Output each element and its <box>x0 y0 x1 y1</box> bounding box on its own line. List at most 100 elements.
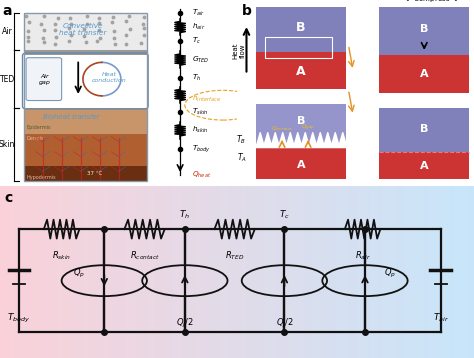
Bar <box>24 186 26 358</box>
Text: B: B <box>420 124 428 134</box>
Text: A: A <box>296 65 306 78</box>
Bar <box>17 186 19 358</box>
Bar <box>322 186 325 358</box>
Text: Air: Air <box>2 27 12 36</box>
Bar <box>2 186 5 358</box>
Bar <box>256 53 346 90</box>
Bar <box>102 186 104 358</box>
Bar <box>448 186 450 358</box>
Bar <box>211 186 213 358</box>
Text: B: B <box>420 24 428 34</box>
Bar <box>273 186 275 358</box>
Text: B: B <box>297 116 305 126</box>
Bar <box>337 186 339 358</box>
Text: Epidermis: Epidermis <box>26 125 51 130</box>
Bar <box>123 186 126 358</box>
Bar <box>90 186 92 358</box>
Bar <box>114 186 116 358</box>
Bar <box>462 186 465 358</box>
Bar <box>308 186 310 358</box>
Bar <box>391 186 393 358</box>
Bar <box>258 186 261 358</box>
Bar <box>284 186 287 358</box>
Bar <box>296 186 299 358</box>
Bar <box>83 186 85 358</box>
Text: $Q_p$: $Q_p$ <box>73 267 85 280</box>
Bar <box>55 186 57 358</box>
Bar <box>209 186 211 358</box>
Text: $R_{air}$: $R_{air}$ <box>355 250 371 262</box>
Bar <box>145 186 147 358</box>
Text: $h_{interface}$: $h_{interface}$ <box>192 93 221 104</box>
Bar <box>33 186 36 358</box>
Bar <box>389 186 391 358</box>
Bar <box>166 186 168 358</box>
Bar <box>218 186 220 358</box>
Bar <box>417 186 419 358</box>
Text: Air
gap: Air gap <box>39 74 51 84</box>
Bar <box>263 186 265 358</box>
Bar <box>59 186 62 358</box>
Bar <box>424 186 427 358</box>
Text: 37 °C: 37 °C <box>87 171 102 176</box>
Text: $Q_j/2$: $Q_j/2$ <box>176 317 193 330</box>
Bar <box>159 186 161 358</box>
Bar <box>130 186 133 358</box>
Text: $Q_{gap}$: $Q_{gap}$ <box>301 122 315 132</box>
Text: $T_c$: $T_c$ <box>192 36 201 46</box>
Bar <box>419 186 422 358</box>
Bar <box>206 186 209 358</box>
Text: a: a <box>2 4 12 18</box>
Bar <box>40 186 43 358</box>
Bar <box>393 186 396 358</box>
Bar <box>194 186 197 358</box>
Bar <box>450 186 453 358</box>
Bar <box>81 186 83 358</box>
Bar <box>192 186 194 358</box>
Bar <box>244 186 246 358</box>
Bar <box>230 186 232 358</box>
Bar <box>24 13 147 50</box>
Bar <box>422 186 424 358</box>
Bar <box>358 186 360 358</box>
Bar <box>31 186 33 358</box>
Text: $R_{contact}$: $R_{contact}$ <box>129 250 160 262</box>
Bar <box>467 186 469 358</box>
Bar <box>251 186 254 358</box>
Bar <box>382 186 384 358</box>
Bar <box>85 186 88 358</box>
Bar <box>282 186 284 358</box>
Bar <box>265 37 332 58</box>
Bar <box>460 186 462 358</box>
Text: A: A <box>420 69 428 79</box>
Bar <box>327 186 329 358</box>
Bar <box>329 186 332 358</box>
Bar <box>261 186 263 358</box>
Bar <box>318 186 320 358</box>
Bar <box>62 186 64 358</box>
Bar <box>306 186 308 358</box>
Bar <box>303 186 306 358</box>
Bar <box>24 134 147 166</box>
Bar <box>256 8 346 53</box>
Bar <box>71 186 73 358</box>
Bar <box>92 186 95 358</box>
Text: c: c <box>5 191 13 205</box>
Bar <box>225 186 228 358</box>
Bar <box>152 186 154 358</box>
Bar <box>228 186 230 358</box>
Bar <box>310 186 313 358</box>
Bar <box>363 186 365 358</box>
Text: $T_h$: $T_h$ <box>192 73 201 83</box>
Bar <box>360 186 363 358</box>
Bar <box>24 13 147 180</box>
Text: Heat
flow: Heat flow <box>233 42 246 58</box>
Bar <box>185 186 187 358</box>
Text: $Q_j/2$: $Q_j/2$ <box>276 317 293 330</box>
Bar <box>265 186 268 358</box>
Bar <box>237 186 239 358</box>
FancyBboxPatch shape <box>26 58 62 101</box>
Text: $Q_{heat}$: $Q_{heat}$ <box>192 170 211 180</box>
Bar <box>246 186 249 358</box>
Bar <box>182 186 185 358</box>
